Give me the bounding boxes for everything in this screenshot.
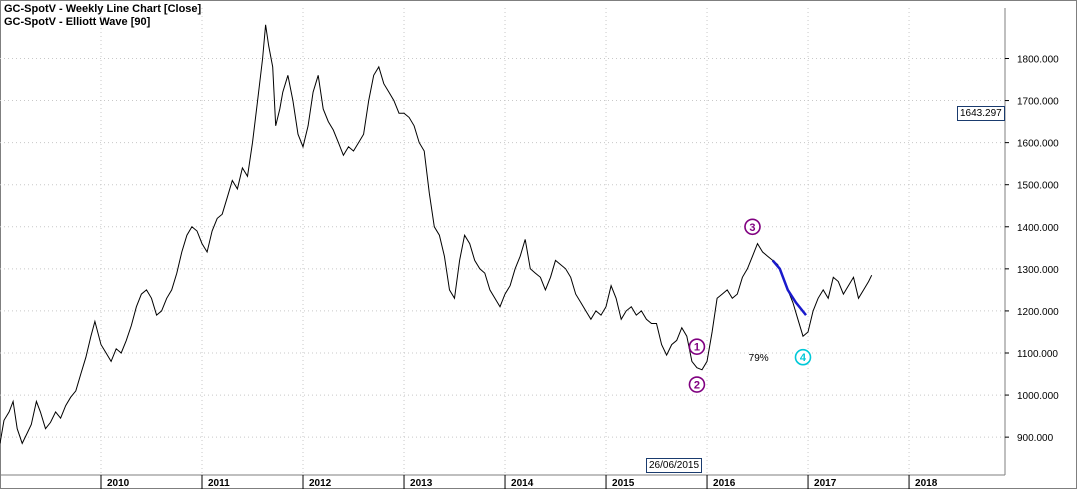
x-tick-label: 2010: [107, 478, 130, 489]
y-tick-label: 1100.000: [1017, 349, 1058, 360]
cursor-date-label: 26/06/2015: [646, 458, 703, 473]
wave-marker-circle: [794, 348, 812, 366]
wave-marker-3: 3: [744, 218, 761, 236]
wave-marker-1: 1: [688, 338, 706, 355]
x-tick-label: 2012: [309, 478, 332, 489]
y-tick-label: 1700.000: [1017, 97, 1059, 108]
y-tick-label: 1400.000: [1017, 223, 1059, 234]
x-tick-label: 2013: [410, 478, 433, 489]
wave-marker-number: 2: [694, 380, 700, 392]
price-line: [0, 24, 873, 445]
x-tick-label: 2018: [915, 478, 938, 489]
retracement-percent-label: 79%: [749, 353, 769, 364]
x-tick-label: 2016: [713, 478, 736, 489]
series-layer: [0, 24, 873, 445]
y-tick-label: 1500.000: [1017, 181, 1059, 192]
wave-projection-line: [771, 259, 807, 316]
chart-title: GC-SpotV - Weekly Line Chart [Close]: [4, 3, 202, 15]
last-value-label: 1643.297: [957, 106, 1005, 121]
wave-marker-number: 3: [749, 222, 755, 234]
x-tick-label: 2014: [511, 478, 534, 489]
y-tick-label: 1300.000: [1017, 265, 1059, 276]
y-tick-label: 900.000: [1017, 433, 1054, 444]
x-tick-label: 2015: [612, 478, 635, 489]
wave-marker-4: 4: [794, 348, 812, 366]
y-tick-label: 1000.000: [1017, 391, 1059, 402]
indicator-title: GC-SpotV - Elliott Wave [90]: [4, 16, 151, 28]
x-tick-label: 2011: [208, 478, 230, 489]
wave-marker-number: 1: [694, 342, 700, 354]
x-axis-ticks: 2010 2011 2012 2013 2014 2015 2016 2017 2018: [100, 475, 938, 489]
grid-lines: [0, 8, 1005, 475]
wave-marker-circle: [744, 218, 761, 236]
y-axis-ticks: 900.000 1000.000 1100.000 1200.000 1300.000 1…: [1005, 54, 1059, 444]
x-tick-label: 2017: [814, 478, 837, 489]
y-tick-label: 1600.000: [1017, 139, 1059, 150]
annotation-layer: 1 2 3 4 79%: [688, 218, 812, 393]
y-tick-label: 1200.000: [1017, 307, 1059, 318]
wave-marker-number: 4: [800, 352, 807, 364]
wave-marker-circle: [688, 338, 706, 355]
y-tick-label: 1800.000: [1017, 54, 1059, 65]
wave-marker-2: 2: [688, 376, 706, 393]
wave-marker-circle: [688, 376, 706, 393]
